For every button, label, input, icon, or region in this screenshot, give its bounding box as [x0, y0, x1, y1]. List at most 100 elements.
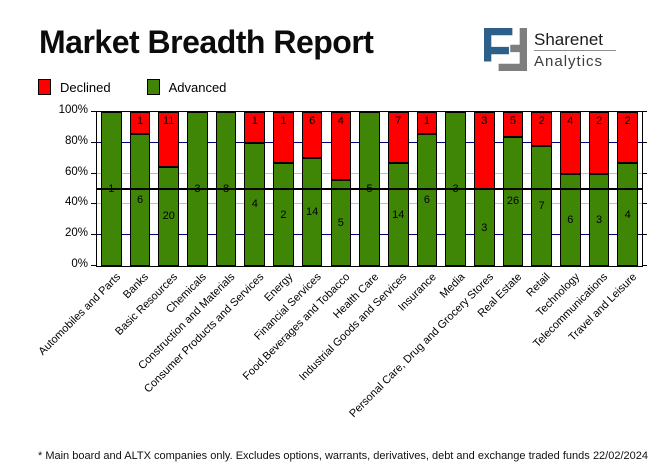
y-tick-left [91, 234, 96, 236]
bar-segment-advanced: 14 [387, 163, 409, 266]
y-axis-label-100: 100% [58, 104, 88, 116]
bar-segment-advanced: 3 [588, 173, 610, 266]
y-tick-left [91, 203, 96, 205]
declined-count-label: 2 [624, 115, 631, 127]
y-tick-left [91, 265, 96, 266]
declined-count-label: 7 [395, 115, 402, 127]
declined-count-label: 5 [509, 115, 517, 127]
declined-count-label: 1 [136, 115, 144, 127]
bar-segment-advanced: 3 [473, 189, 495, 266]
advanced-count-label: 14 [306, 206, 319, 219]
bar-segment-declined: 2 [531, 112, 552, 147]
bar-segment-declined: 11 [158, 112, 180, 167]
declined-count-label: 2 [538, 115, 545, 127]
bar-segment-advanced: 20 [158, 166, 180, 266]
chart-legend: Declined Advanced [38, 79, 262, 95]
report-date: 22/02/2024 [592, 450, 648, 462]
y-tick-left [91, 172, 96, 174]
y-tick-right [642, 141, 647, 143]
y-tick-right [642, 111, 647, 112]
advanced-count-label: 3 [481, 221, 488, 234]
y-tick-right [642, 265, 647, 266]
declined-count-label: 11 [163, 115, 175, 127]
declined-count-label: 4 [337, 115, 344, 127]
advanced-count-label: 26 [506, 195, 520, 208]
bar-segment-declined: 1 [129, 112, 151, 134]
bar-segment-advanced: 5 [330, 180, 352, 266]
advanced-count-label: 7 [538, 200, 545, 213]
y-tick-left [91, 111, 96, 112]
advanced-count-label: 14 [392, 208, 405, 221]
bar-7: 6 14 [301, 112, 323, 266]
bar-segment-declined: 4 [560, 112, 581, 174]
bar-segment-advanced: 4 [617, 163, 639, 266]
bar-14: 5 26 [502, 112, 524, 266]
bar-2: 11 20 [158, 112, 180, 266]
declined-count-label: 4 [567, 115, 574, 127]
legend-label-advanced: Advanced [168, 79, 227, 95]
advanced-count-label: 4 [624, 208, 631, 221]
advanced-swatch-icon [146, 79, 160, 95]
declined-count-label: 3 [481, 115, 488, 127]
declined-count-label: 2 [595, 115, 603, 127]
plot-area: 11611203814126144557141633352627462324 [96, 111, 643, 267]
y-tick-right [642, 172, 647, 174]
bar-segment-declined: 4 [330, 112, 352, 181]
bar-slot: 5 26 [499, 112, 528, 266]
y-axis-label-20: 20% [64, 227, 88, 240]
declined-count-label: 6 [309, 115, 316, 127]
bar-segment-declined: 3 [473, 112, 495, 189]
bar-segment-advanced: 6 [129, 134, 151, 266]
bar-segment-declined: 1 [416, 112, 438, 134]
legend-item-declined: Declined [38, 79, 111, 95]
bar-segment-declined: 7 [387, 112, 409, 164]
logo-product-name: Analytics [534, 52, 604, 70]
y-tick-right [642, 234, 647, 236]
page-title: Market Breadth Report [39, 24, 374, 60]
advanced-count-label: 5 [337, 217, 344, 230]
sharenet-logo: Sharenet Analytics [484, 28, 616, 71]
logo-text: Sharenet Analytics [534, 30, 616, 70]
bar-segment-advanced: 4 [244, 142, 266, 266]
y-tick-left [91, 141, 96, 143]
declined-count-label: 1 [280, 115, 287, 127]
logo-brand-name: Sharenet [534, 29, 603, 49]
y-axis-label-80: 80% [64, 134, 88, 147]
sharenet-logo-icon [484, 28, 527, 71]
bar-segment-advanced: 6 [416, 134, 438, 266]
bar-segment-declined: 5 [502, 112, 524, 137]
advanced-count-label: 6 [567, 213, 574, 226]
bar-segment-advanced: 2 [273, 163, 294, 266]
y-tick-right [642, 203, 647, 205]
bar-segment-advanced: 6 [560, 173, 581, 266]
bar-segment-advanced: 26 [502, 136, 524, 266]
fifty-percent-reference-line [96, 188, 643, 190]
x-axis-label-text: Automobiles and Parts [36, 271, 123, 358]
declined-count-label: 1 [251, 115, 258, 127]
bar-segment-declined: 1 [244, 112, 266, 143]
advanced-count-label: 3 [595, 213, 603, 226]
bar-segment-declined: 6 [301, 112, 323, 159]
y-axis-label-40: 40% [64, 196, 88, 209]
advanced-count-label: 20 [162, 210, 175, 223]
declined-swatch-icon [38, 79, 51, 95]
advanced-count-label: 6 [423, 194, 430, 206]
bar-segment-advanced: 14 [301, 158, 323, 266]
bar-slot: 6 14 [298, 112, 327, 266]
declined-count-label: 1 [423, 115, 430, 127]
advanced-count-label: 2 [280, 208, 287, 221]
